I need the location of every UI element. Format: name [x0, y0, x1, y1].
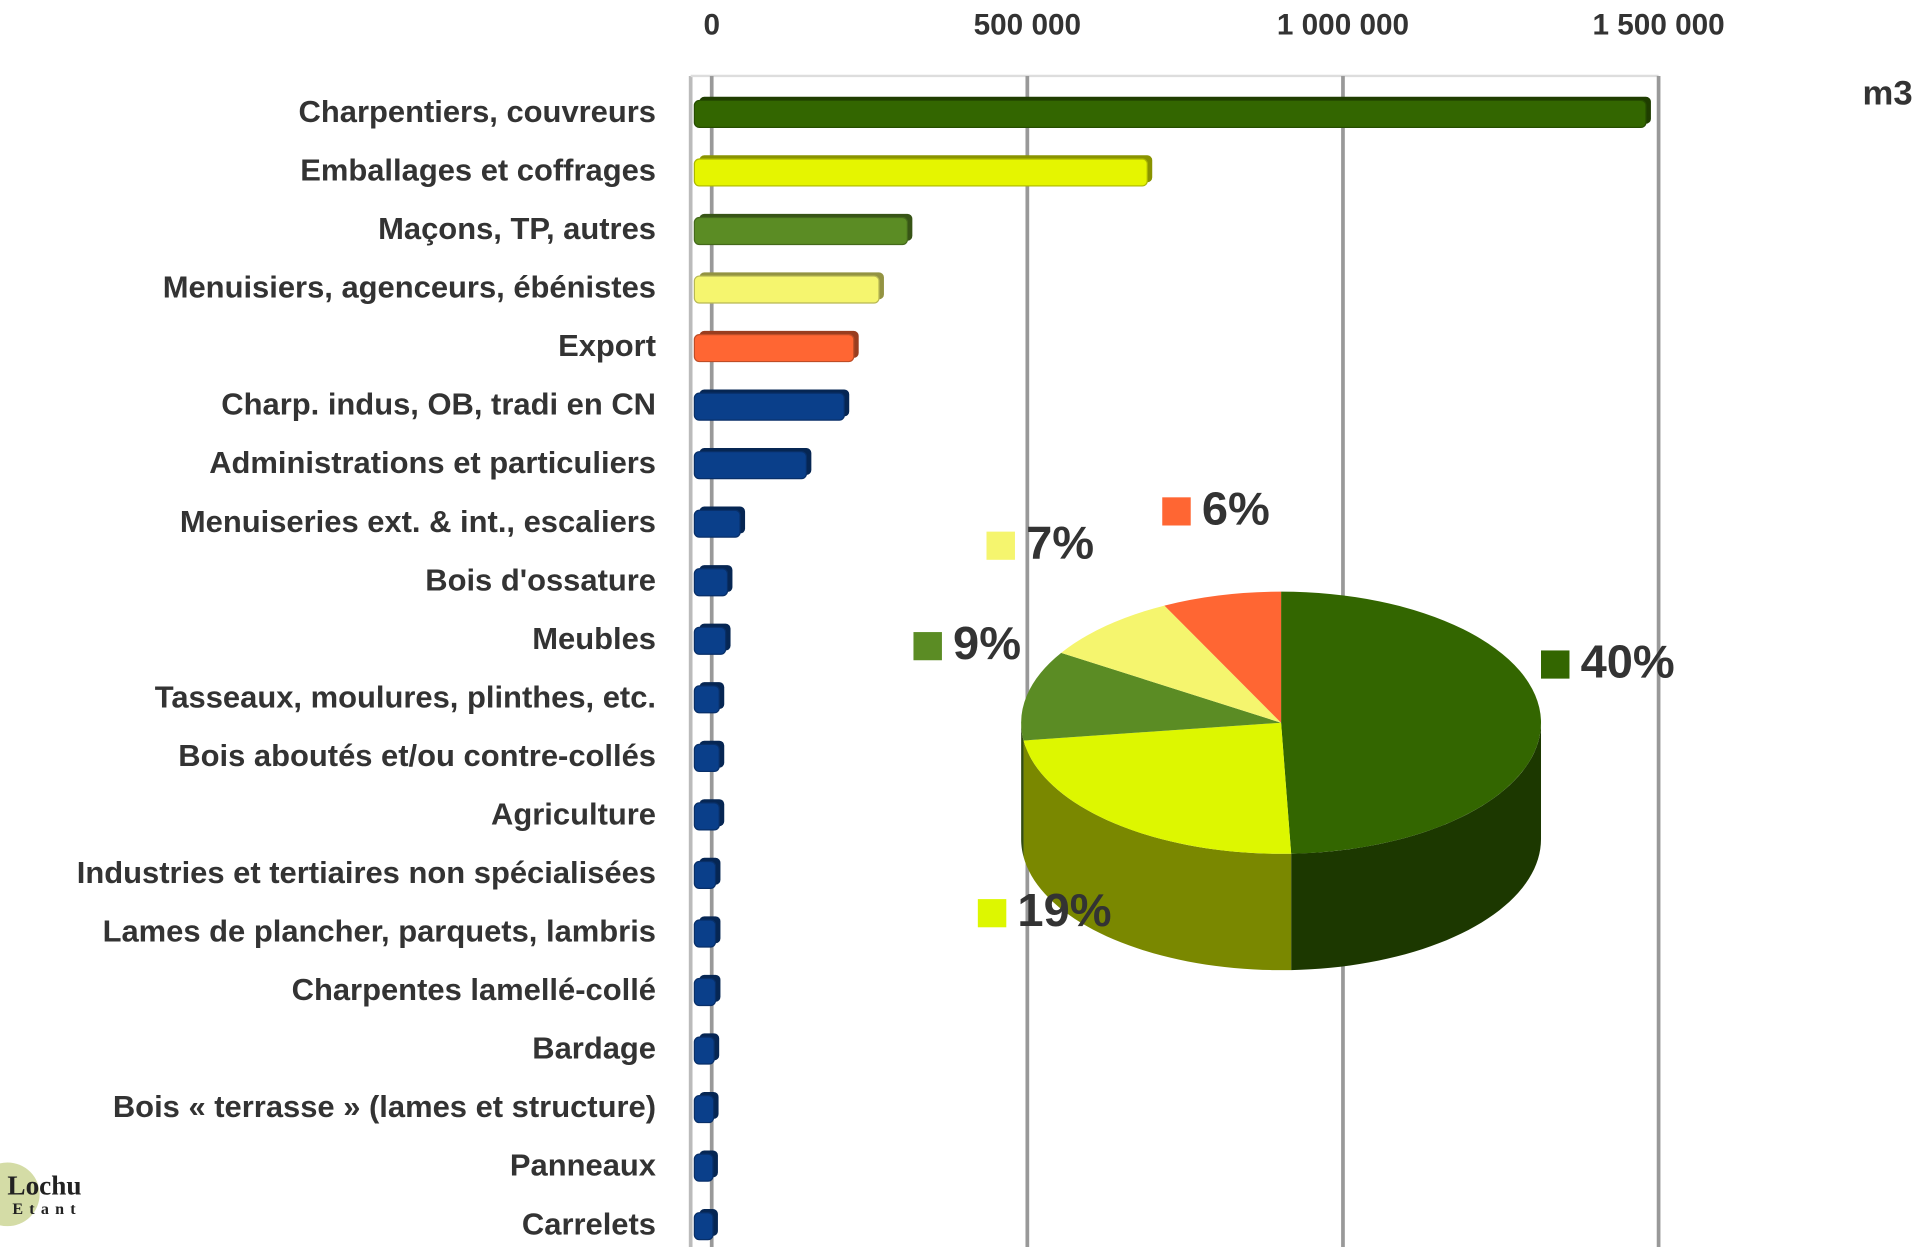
y-tick-label: Administrations et particuliers	[209, 445, 656, 480]
bar	[693, 919, 717, 948]
bar	[693, 333, 855, 363]
y-tick-label: Lames de plancher, parquets, lambris	[103, 914, 656, 949]
y-tick-label: Bardage	[532, 1031, 656, 1066]
y-tick-label: Charpentiers, couvreurs	[299, 94, 656, 129]
bar	[693, 743, 720, 772]
y-tick-label: Industries et tertiaires non spécialisée…	[77, 855, 656, 890]
bar	[693, 509, 741, 538]
pie-label: 6%	[1202, 483, 1270, 535]
x-tick-label: 1 500 000	[1593, 9, 1725, 42]
bar	[693, 275, 880, 304]
logo-text: Etant	[12, 1201, 81, 1218]
bar	[693, 626, 727, 655]
logo-mark	[0, 1162, 40, 1227]
pie-slice	[1164, 591, 1282, 723]
x-tick-label: 1 000 000	[1277, 9, 1409, 42]
y-tick-label: Charp. indus, OB, tradi en CN	[221, 387, 656, 422]
pie-label: 19%	[1017, 884, 1111, 936]
pie-label: 7%	[1026, 517, 1094, 569]
y-tick-label: Emballages et coffrages	[300, 153, 656, 188]
bar	[693, 802, 720, 831]
legend-swatch	[1541, 650, 1570, 679]
pie-slice	[1023, 722, 1292, 854]
y-tick-label: Bois d'ossature	[425, 562, 656, 597]
legend-swatch	[977, 899, 1007, 928]
y-tick-label: Carrelets	[522, 1206, 656, 1241]
y-tick-label: Menuiseries ext. & int., escaliers	[180, 504, 656, 539]
bar	[693, 977, 717, 1007]
bar	[693, 451, 808, 480]
y-tick-label: Menuisiers, agenceurs, ébénistes	[163, 270, 656, 305]
pie-side	[1021, 722, 1024, 857]
y-tick-label: Charpentes lamellé-collé	[292, 972, 656, 1007]
pie-label: 40%	[1581, 636, 1675, 688]
y-tick-label: Panneaux	[510, 1148, 656, 1183]
pie-side	[1291, 722, 1542, 971]
logo: Lochu Etant	[0, 1162, 82, 1227]
x-tick-label: 500 000	[974, 9, 1081, 42]
x-tick-label: 0	[703, 9, 720, 42]
bar	[693, 1095, 715, 1124]
bar	[693, 392, 845, 421]
legend-swatch	[913, 632, 942, 661]
bar	[693, 99, 1647, 129]
y-tick-label: Maçons, TP, autres	[378, 211, 656, 246]
pie-slice	[1061, 605, 1282, 723]
bar	[693, 1212, 714, 1241]
logo-text: Lochu	[7, 1171, 81, 1201]
y-tick-label: Bois aboutés et/ou contre-collés	[178, 738, 656, 773]
bar	[693, 216, 909, 246]
pie-slice	[1021, 652, 1282, 741]
pie-slice	[1281, 591, 1542, 854]
y-tick-label: Bois « terrasse » (lames et structure)	[113, 1089, 656, 1124]
x-axis-label: m3	[1863, 75, 1913, 113]
bar	[693, 685, 720, 714]
y-tick-label: Agriculture	[491, 797, 656, 832]
legend-swatch	[986, 531, 1015, 560]
bar	[693, 568, 729, 597]
y-tick-label: Export	[558, 328, 656, 363]
pie-label: 9%	[953, 617, 1021, 669]
pie-side	[1023, 740, 1292, 971]
y-tick-label: Meubles	[532, 621, 656, 656]
y-tick-label: Tasseaux, moulures, plinthes, etc.	[155, 680, 656, 715]
bar	[693, 1153, 714, 1182]
legend-swatch	[1162, 497, 1191, 526]
bar	[693, 1036, 715, 1065]
bar	[693, 158, 1148, 187]
bar	[693, 860, 717, 890]
